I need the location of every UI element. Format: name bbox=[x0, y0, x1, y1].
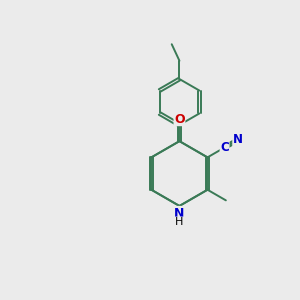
Text: C: C bbox=[220, 141, 229, 154]
Text: H: H bbox=[175, 217, 184, 227]
Text: O: O bbox=[174, 112, 185, 126]
Text: N: N bbox=[233, 133, 243, 146]
Text: N: N bbox=[174, 206, 184, 220]
